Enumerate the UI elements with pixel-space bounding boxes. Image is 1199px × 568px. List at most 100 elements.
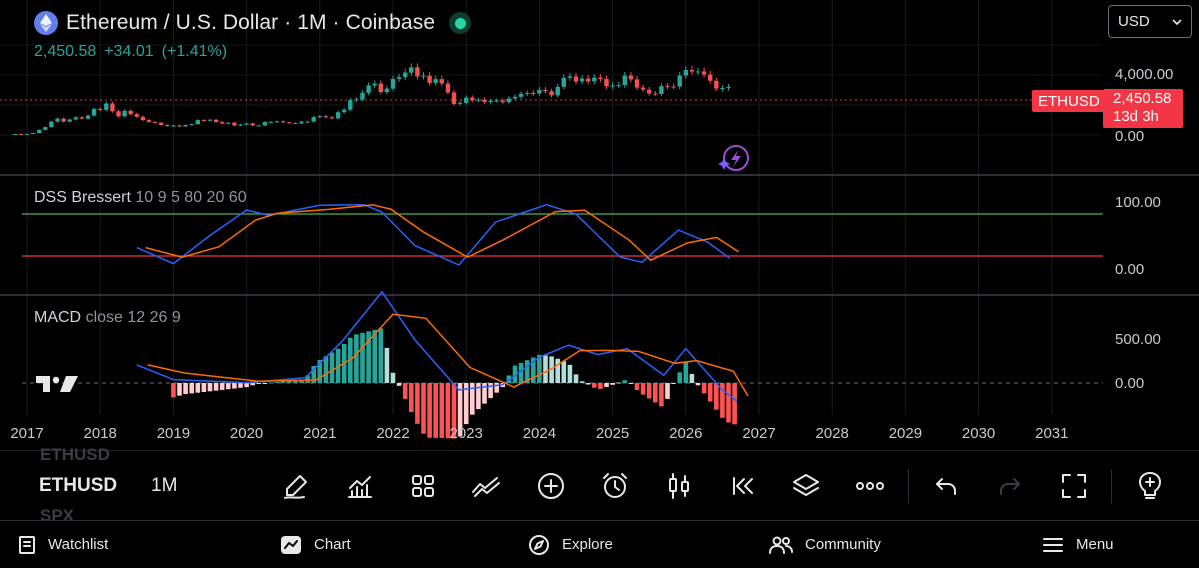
more-icon[interactable] xyxy=(853,469,887,503)
candle-body xyxy=(226,122,231,124)
macd-histogram-bar xyxy=(171,383,176,398)
undo-icon[interactable] xyxy=(929,469,963,503)
candle-body xyxy=(683,69,688,76)
candle-body xyxy=(427,75,432,83)
time-axis-label: 2022 xyxy=(376,425,410,442)
macd-histogram-bar xyxy=(470,383,475,415)
candle-body xyxy=(403,72,408,78)
dss-params: 10 9 5 80 20 60 xyxy=(135,189,247,206)
candle-body xyxy=(189,124,194,126)
candle-body xyxy=(622,75,627,86)
symbol-title: Ethereum / U.S. Dollar · 1M · Coinbase xyxy=(66,11,436,34)
macd-histogram-bar xyxy=(585,383,591,385)
nav-menu[interactable]: Menu xyxy=(1042,521,1114,568)
macd-histogram-bar xyxy=(488,383,493,399)
time-axis-label: 2021 xyxy=(303,425,337,442)
idea-icon[interactable] xyxy=(1133,469,1167,503)
candle-body xyxy=(695,71,701,73)
candle-body xyxy=(647,89,652,94)
dss-legend[interactable]: DSS Bressert 10 9 5 80 20 60 xyxy=(34,189,247,207)
layout-grid-icon[interactable] xyxy=(406,469,440,503)
macd-histogram-bar xyxy=(280,381,286,383)
candle-body xyxy=(18,133,24,135)
macd-histogram-bar xyxy=(616,382,621,384)
macd-histogram-bar xyxy=(701,383,707,394)
macd-histogram-bar xyxy=(720,383,725,418)
macd-line xyxy=(136,290,738,402)
dss-axis-label: 100.00 xyxy=(1115,194,1161,211)
price-tag-value: 2,450.58 xyxy=(1113,90,1172,107)
compare-icon[interactable] xyxy=(469,469,503,503)
replay-icon[interactable] xyxy=(725,469,759,503)
candle-body xyxy=(592,77,597,82)
time-axis-label: 2018 xyxy=(83,425,117,442)
candle-body xyxy=(140,116,146,121)
macd-histogram-bar xyxy=(287,380,292,383)
macd-histogram-bar xyxy=(384,347,390,383)
chart-header[interactable]: Ethereum / U.S. Dollar · 1M · Coinbase xyxy=(34,10,472,36)
symbol-list-prev[interactable]: ETHUSD xyxy=(40,445,110,464)
add-icon[interactable] xyxy=(534,469,568,503)
macd-histogram-bar xyxy=(177,383,182,396)
candle-body xyxy=(604,78,609,87)
indicators-icon[interactable] xyxy=(343,469,377,503)
macd-histogram-bar xyxy=(445,383,451,439)
candle-body xyxy=(61,118,66,122)
candle-body xyxy=(354,99,359,101)
macd-legend[interactable]: MACD close 12 26 9 xyxy=(34,309,181,327)
candle-body xyxy=(201,120,207,122)
lightning-icon[interactable] xyxy=(718,145,749,171)
layers-icon[interactable] xyxy=(789,469,823,503)
macd-histogram-bar xyxy=(579,381,585,383)
ethereum-logo-icon xyxy=(34,11,58,35)
candle-body xyxy=(177,125,182,127)
pencil-icon[interactable] xyxy=(279,469,313,503)
nav-label: Watchlist xyxy=(48,536,109,553)
market-status-icon[interactable] xyxy=(449,12,472,34)
macd-histogram-bar xyxy=(348,337,353,383)
price-quote: 2,450.58 +34.01 (+1.41%) xyxy=(34,43,227,61)
nav-community[interactable]: Community xyxy=(769,521,881,568)
candle-body xyxy=(378,83,383,93)
macd-histogram-bar xyxy=(421,383,426,434)
candle-body xyxy=(293,123,298,125)
candle-body xyxy=(640,87,646,90)
macd-histogram-bar xyxy=(463,383,469,425)
candle-body xyxy=(555,86,560,96)
candle-body xyxy=(634,79,640,88)
candle-body xyxy=(91,108,97,116)
candle-body xyxy=(73,117,78,120)
nav-chart[interactable]: Chart xyxy=(280,521,351,568)
nav-explore[interactable]: Explore xyxy=(528,521,613,568)
dss-axis-label: 0.00 xyxy=(1115,261,1145,278)
currency-select[interactable]: USD xyxy=(1108,5,1192,38)
chevron-down-icon xyxy=(1172,18,1182,25)
candle-body xyxy=(256,125,261,127)
macd-histogram-bar xyxy=(189,383,194,394)
candle-body xyxy=(49,121,54,128)
candle-body xyxy=(274,121,280,123)
candle-body xyxy=(238,124,243,126)
chart-canvas[interactable] xyxy=(0,0,1199,450)
community-icon xyxy=(769,536,793,554)
candles-icon[interactable] xyxy=(662,469,696,503)
macd-histogram-bar xyxy=(543,355,548,383)
time-axis-label: 2017 xyxy=(10,425,44,442)
macd-histogram-bar xyxy=(671,383,676,384)
symbol-price-tag: ETHUSD xyxy=(1032,90,1106,112)
candle-body xyxy=(439,79,444,84)
macd-histogram-bar xyxy=(451,383,457,439)
macd-histogram-bar xyxy=(183,383,188,395)
macd-histogram-bar xyxy=(323,356,329,383)
candle-body xyxy=(244,123,249,125)
price-axis-label: 0.00 xyxy=(1115,128,1145,145)
candle-body xyxy=(586,78,591,82)
candle-body xyxy=(390,78,396,89)
alarm-icon[interactable] xyxy=(598,469,632,503)
symbol-selector[interactable]: ETHUSD xyxy=(39,475,118,496)
fullscreen-icon[interactable] xyxy=(1057,469,1091,503)
timeframe-selector[interactable]: 1M xyxy=(151,475,178,496)
macd-histogram-bar xyxy=(476,383,481,410)
nav-watchlist[interactable]: Watchlist xyxy=(18,521,108,568)
macd-histogram-bar xyxy=(524,360,530,383)
